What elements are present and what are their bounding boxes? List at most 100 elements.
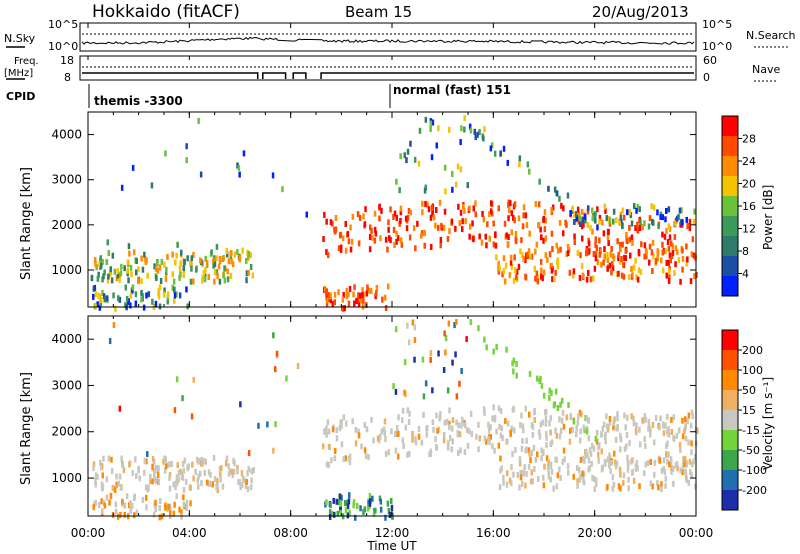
- range-gate-cell: [482, 406, 486, 413]
- range-gate-cell: [675, 432, 679, 439]
- range-gate-cell: [676, 249, 679, 256]
- range-gate-cell: [588, 447, 592, 454]
- range-gate-cell: [344, 455, 347, 462]
- range-gate-cell: [325, 249, 328, 256]
- range-gate-cell: [528, 168, 531, 175]
- x-tick-label: 00:00: [679, 526, 714, 540]
- range-gate-cell: [575, 215, 579, 221]
- range-gate-cell: [342, 414, 346, 421]
- range-gate-cell: [443, 432, 446, 438]
- range-gate-cell: [665, 442, 668, 449]
- range-gate-cell: [543, 209, 547, 216]
- range-gate-cell: [429, 350, 433, 356]
- range-gate-cell: [598, 218, 601, 225]
- range-gate-cell: [128, 250, 131, 257]
- range-gate-cell: [585, 276, 589, 283]
- range-gate-cell: [323, 428, 326, 435]
- range-gate-cell: [515, 361, 518, 367]
- range-gate-cell: [483, 409, 486, 416]
- range-gate-cell: [123, 511, 126, 518]
- range-gate-cell: [626, 454, 629, 461]
- range-gate-cell: [524, 274, 528, 281]
- range-gate-cell: [456, 163, 460, 170]
- range-gate-cell: [246, 249, 249, 256]
- range-gate-cell: [665, 451, 668, 458]
- y-tick-label: 1000: [51, 263, 82, 277]
- range-gate-cell: [342, 292, 345, 298]
- range-gate-cell: [345, 287, 348, 294]
- colorbar-swatch: [722, 490, 738, 511]
- range-gate-cell: [661, 214, 664, 221]
- y-tick-label: 2000: [51, 218, 82, 232]
- freq-label: Freq.: [14, 56, 39, 67]
- range-gate-cell: [460, 422, 463, 429]
- range-gate-cell: [531, 423, 535, 430]
- range-gate-cell: [608, 454, 612, 461]
- range-gate-cell: [103, 296, 107, 303]
- range-gate-cell: [587, 417, 590, 424]
- range-gate-cell: [114, 508, 118, 515]
- range-gate-cell: [657, 223, 660, 230]
- range-gate-cell: [257, 422, 260, 429]
- range-gate-cell: [660, 467, 664, 474]
- range-gate-cell: [383, 430, 386, 437]
- range-gate-cell: [581, 272, 585, 279]
- range-gate-cell: [158, 514, 161, 521]
- range-gate-cell: [633, 264, 636, 271]
- range-gate-cell: [685, 243, 688, 250]
- range-gate-cell: [504, 278, 507, 285]
- range-gate-cell: [94, 257, 97, 264]
- range-gate-cell: [349, 224, 352, 231]
- range-gate-cell: [340, 423, 343, 430]
- range-gate-cell: [329, 219, 333, 226]
- range-gate-cell: [231, 261, 235, 268]
- range-gate-cell: [117, 480, 120, 487]
- range-gate-cell: [158, 264, 162, 271]
- range-gate-cell: [460, 125, 463, 132]
- range-gate-cell: [665, 260, 668, 266]
- range-gate-cell: [656, 255, 659, 262]
- range-gate-cell: [679, 446, 682, 453]
- range-gate-cell: [598, 237, 601, 244]
- range-gate-cell: [577, 413, 580, 420]
- range-gate-cell: [249, 252, 253, 259]
- range-gate-cell: [120, 184, 124, 191]
- range-gate-cell: [591, 474, 594, 481]
- range-gate-cell: [390, 504, 394, 511]
- range-gate-cell: [332, 497, 335, 504]
- range-gate-cell: [101, 258, 104, 265]
- range-gate-cell: [589, 450, 593, 457]
- range-gate-cell: [547, 473, 551, 480]
- range-gate-cell: [485, 242, 488, 249]
- range-gate-cell: [539, 258, 543, 265]
- range-gate-cell: [591, 443, 594, 449]
- range-gate-cell: [454, 225, 457, 232]
- range-gate-cell: [182, 272, 185, 279]
- range-gate-cell: [694, 483, 697, 490]
- range-gate-cell: [137, 278, 140, 285]
- range-gate-cell: [103, 269, 106, 276]
- range-gate-cell: [156, 267, 160, 274]
- range-gate-cell: [644, 443, 647, 449]
- range-gate-cell: [211, 481, 214, 488]
- range-gate-cell: [223, 265, 226, 272]
- range-gate-cell: [544, 235, 548, 242]
- range-gate-cell: [623, 445, 627, 452]
- range-gate-cell: [573, 211, 576, 218]
- range-gate-cell: [522, 255, 525, 262]
- range-gate-cell: [149, 473, 152, 480]
- range-gate-cell: [590, 460, 593, 467]
- range-gate-cell: [153, 467, 156, 474]
- range-gate-cell: [493, 447, 496, 454]
- range-gate-cell: [643, 220, 646, 227]
- range-gate-cell: [619, 211, 623, 218]
- range-gate-cell: [636, 465, 639, 471]
- range-gate-cell: [112, 292, 115, 299]
- range-gate-cell: [245, 277, 248, 284]
- range-gate-cell: [227, 463, 230, 470]
- range-gate-cell: [531, 478, 534, 485]
- range-gate-cell: [506, 438, 509, 445]
- range-gate-cell: [603, 458, 607, 465]
- range-gate-cell: [648, 243, 652, 250]
- range-gate-cell: [685, 260, 688, 267]
